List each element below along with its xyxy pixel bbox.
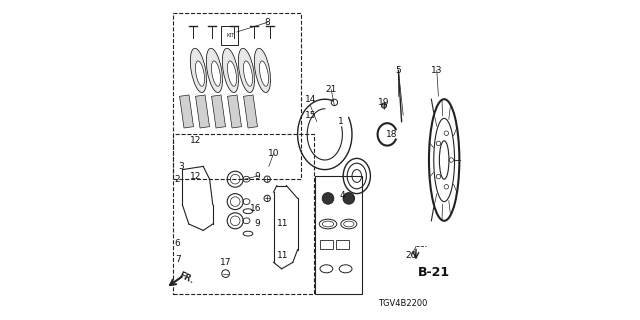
Text: 1: 1 <box>338 117 344 126</box>
Text: 14: 14 <box>305 95 316 104</box>
Ellipse shape <box>254 48 271 92</box>
Text: 3: 3 <box>178 162 184 171</box>
Text: 16: 16 <box>250 204 262 212</box>
Text: 8: 8 <box>264 18 270 27</box>
Ellipse shape <box>222 48 239 92</box>
Text: 9: 9 <box>255 220 260 228</box>
Ellipse shape <box>243 61 253 86</box>
Text: 19: 19 <box>378 98 390 107</box>
Text: 17: 17 <box>220 258 231 267</box>
Ellipse shape <box>195 61 205 86</box>
Text: 11: 11 <box>278 252 289 260</box>
Bar <box>196 95 209 128</box>
Text: TGV4B2200: TGV4B2200 <box>378 300 428 308</box>
Text: 10: 10 <box>268 149 279 158</box>
Bar <box>228 95 241 128</box>
Ellipse shape <box>227 61 237 86</box>
Bar <box>173 134 314 294</box>
Text: FR.: FR. <box>178 271 195 286</box>
Ellipse shape <box>238 48 255 92</box>
Bar <box>336 240 349 249</box>
Text: 12: 12 <box>189 136 201 145</box>
Ellipse shape <box>190 48 207 92</box>
Text: 7: 7 <box>175 255 180 264</box>
Text: 6: 6 <box>175 239 180 248</box>
Text: 4: 4 <box>340 191 345 200</box>
Circle shape <box>343 193 355 204</box>
Text: KIT: KIT <box>226 33 235 38</box>
Text: 13: 13 <box>431 66 442 75</box>
Text: B-21: B-21 <box>417 266 450 278</box>
Bar <box>221 26 239 45</box>
Text: 2: 2 <box>175 175 180 184</box>
Bar <box>315 176 362 294</box>
Text: 11: 11 <box>278 220 289 228</box>
Bar <box>320 240 333 249</box>
Text: 20: 20 <box>406 252 417 260</box>
Circle shape <box>381 103 387 108</box>
Bar <box>244 95 257 128</box>
Bar <box>212 95 225 128</box>
Text: 9: 9 <box>255 172 260 180</box>
Text: 5: 5 <box>396 66 401 75</box>
Bar <box>173 13 301 179</box>
Ellipse shape <box>211 61 221 86</box>
Text: 21: 21 <box>326 85 337 94</box>
Ellipse shape <box>259 61 269 86</box>
Text: 15: 15 <box>305 111 316 120</box>
Text: 12: 12 <box>189 172 201 180</box>
Text: 18: 18 <box>387 130 397 139</box>
Ellipse shape <box>206 48 223 92</box>
Circle shape <box>323 193 334 204</box>
Bar <box>180 95 193 128</box>
